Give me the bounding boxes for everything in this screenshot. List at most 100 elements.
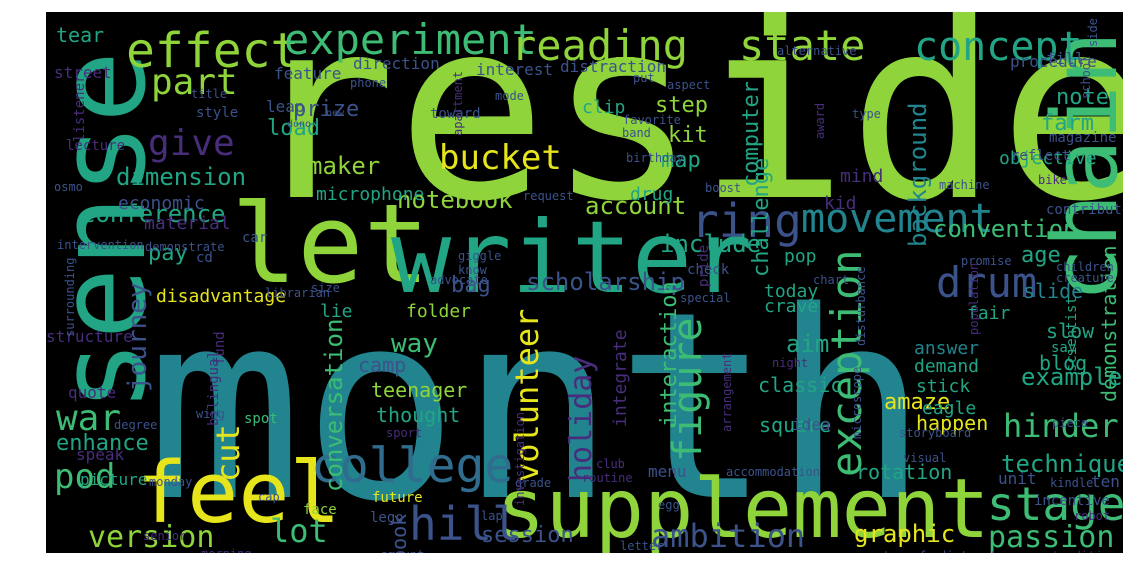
word-reading: reading	[511, 21, 688, 70]
word-demonstration: demonstration	[1097, 245, 1121, 402]
word-interest: interest	[476, 60, 553, 79]
word-reflect: reflect	[1011, 148, 1070, 164]
word-technique: technique	[1001, 450, 1123, 478]
word-concept: concept	[914, 24, 1083, 70]
word-hinder: hinder	[1003, 407, 1119, 445]
word-amount: amount	[381, 548, 424, 553]
word-monday: monday	[149, 475, 192, 489]
word-lot: lot	[270, 512, 328, 550]
word-stick: stick	[916, 376, 970, 397]
word-pop: pop	[784, 246, 817, 267]
word-let: let	[231, 180, 430, 308]
word-street: street	[54, 63, 112, 82]
word-part: part	[151, 62, 238, 103]
word-type: type	[852, 107, 881, 121]
word-eagle: eagle	[922, 398, 976, 419]
word-figure: figure	[665, 318, 711, 463]
word-passion: passion	[988, 520, 1114, 553]
word-experiment: experiment	[284, 15, 537, 64]
word-ring: ring	[691, 194, 802, 248]
word-state: state	[739, 21, 865, 70]
word-pod: pod	[54, 457, 115, 497]
word-tradition: tradition	[1052, 549, 1117, 553]
word-piece: piece	[1052, 416, 1088, 430]
word-incentive: incentive	[1034, 493, 1110, 509]
word-writer: writer	[391, 199, 752, 316]
word-slow: slow	[1046, 319, 1095, 343]
word-creature: creature	[1056, 271, 1114, 285]
word-promise: promise	[961, 254, 1012, 268]
word-camp: camp	[358, 353, 406, 377]
word-kindle: kindle	[1050, 476, 1093, 490]
word-morning: morning	[201, 547, 252, 553]
word-feel: feel	[136, 444, 341, 543]
word-sport: sport	[386, 426, 422, 440]
word-session: session	[481, 523, 574, 548]
word-slide: slide	[1023, 279, 1083, 303]
word-scientist: scientist	[1064, 296, 1080, 372]
word-population: population	[967, 263, 981, 335]
word-put: put	[633, 71, 655, 85]
word-feature: feature	[274, 64, 341, 83]
word-club: club	[596, 457, 625, 471]
word-fill: fill	[1046, 49, 1085, 68]
word-reside: reside	[246, 12, 1123, 256]
word-menu: menu	[648, 462, 687, 481]
word-sense: sense	[46, 51, 173, 412]
word-apartment: apartment	[451, 71, 465, 136]
word-bag: bag	[451, 273, 491, 298]
word-pride: pride	[696, 245, 712, 287]
word-fair: fair	[967, 303, 1011, 324]
word-give: give	[148, 123, 235, 164]
word-movement: movement	[801, 196, 994, 242]
word-hill: hill	[409, 497, 520, 551]
word-machine: machine	[939, 178, 990, 192]
word-new: new	[326, 108, 345, 119]
word-thought: thought	[376, 403, 460, 427]
word-future: future	[372, 490, 423, 506]
word-structure: structure	[46, 327, 133, 346]
word-demand: demand	[914, 356, 979, 377]
word-donor: donor	[287, 119, 317, 130]
word-load: load	[267, 116, 320, 141]
word-favorite: favorite	[623, 113, 681, 127]
word-folder: folder	[406, 301, 471, 322]
word-side: side	[1086, 18, 1100, 47]
word-investigation: investigation	[513, 412, 527, 506]
word-demonstrate: demonstrate	[145, 240, 224, 254]
word-prize: prize	[293, 97, 359, 122]
word-objective: objective	[999, 148, 1097, 169]
word-age: age	[1021, 243, 1061, 268]
word-grade: grade	[515, 476, 551, 490]
word-month: month	[146, 257, 929, 553]
word-aim: aim	[786, 330, 829, 358]
word-spot: spot	[244, 411, 278, 427]
word-integrate: integrate	[610, 329, 631, 427]
word-cd: cd	[196, 250, 213, 266]
word-distract: distract	[939, 549, 997, 553]
word-giggle: giggle	[458, 249, 501, 263]
word-letter: letter	[620, 539, 663, 553]
word-picture: picture	[80, 470, 147, 489]
word-face: face	[303, 502, 337, 518]
word-blog: blog	[1039, 351, 1087, 375]
word-distraction: distraction	[560, 57, 666, 76]
word-car: car	[242, 230, 267, 246]
word-include: include	[660, 230, 761, 258]
word-rotation: rotation	[856, 460, 952, 484]
word-amaze: amaze	[884, 390, 950, 415]
word-intervention: intervention	[57, 238, 144, 252]
word-contribute: contribute	[1046, 202, 1123, 218]
word-tear: tear	[56, 23, 104, 47]
word-band: band	[622, 126, 651, 140]
word-example: example	[1021, 363, 1122, 391]
word-drug: drug	[630, 184, 673, 205]
word-version: version	[88, 520, 214, 553]
word-war: war	[56, 398, 121, 439]
word-listener: listener	[72, 75, 88, 142]
word-clip: clip	[582, 97, 625, 118]
word-wing: wing	[196, 407, 225, 421]
word-kit: kit	[668, 123, 708, 148]
word-exception: exception	[822, 249, 871, 477]
word-volunteer: volunteer	[508, 309, 546, 482]
